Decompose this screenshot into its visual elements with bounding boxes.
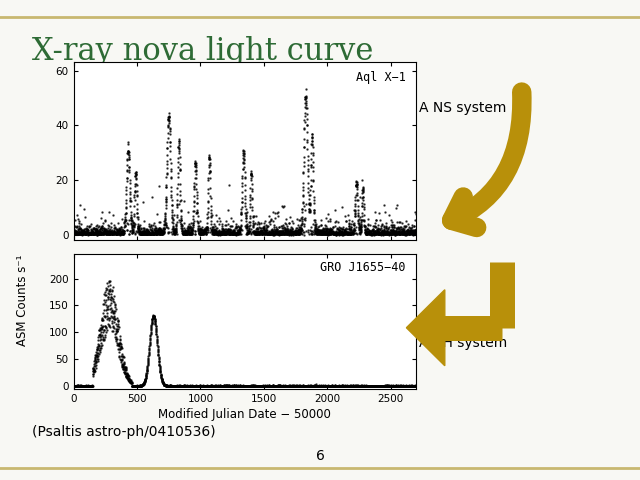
X-axis label: Modified Julian Date − 50000: Modified Julian Date − 50000 (158, 408, 332, 421)
Text: 6: 6 (316, 449, 324, 463)
FancyArrowPatch shape (452, 92, 522, 228)
Text: Aql X−1: Aql X−1 (356, 71, 406, 84)
Polygon shape (406, 290, 445, 366)
Text: A BH system: A BH system (419, 336, 508, 350)
Text: GRO J1655−40: GRO J1655−40 (320, 261, 406, 274)
Text: (Psaltis astro-ph/0410536): (Psaltis astro-ph/0410536) (32, 425, 216, 439)
Text: A NS system: A NS system (419, 101, 507, 115)
Text: ASM Counts s⁻¹: ASM Counts s⁻¹ (16, 254, 29, 346)
Text: X-ray nova light curve: X-ray nova light curve (32, 36, 373, 67)
